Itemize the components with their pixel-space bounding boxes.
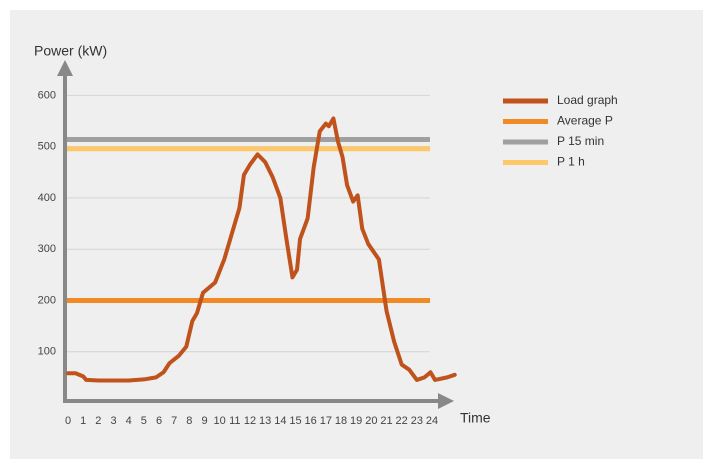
legend-label: P 1 h [557, 155, 585, 169]
x-tick-label: 14 [274, 415, 286, 427]
x-tick-label: 12 [244, 415, 256, 427]
x-tick-label: 23 [411, 415, 423, 427]
x-tick-label: 22 [396, 415, 408, 427]
x-tick-label: 18 [335, 415, 347, 427]
panel [10, 10, 703, 459]
x-tick-label: 0 [65, 415, 71, 427]
x-tick-label: 1 [80, 415, 86, 427]
legend-label: P 15 min [557, 134, 604, 148]
x-tick-label: 10 [214, 415, 226, 427]
y-tick-label: 600 [38, 89, 56, 101]
x-tick-label: 9 [201, 415, 207, 427]
x-tick-label: 15 [289, 415, 301, 427]
x-tick-label: 2 [95, 415, 101, 427]
y-axis-label: Power (kW) [34, 43, 107, 59]
x-tick-label: 3 [110, 415, 116, 427]
x-tick-label: 4 [126, 415, 132, 427]
y-tick-label: 500 [38, 141, 56, 153]
x-tick-label: 6 [156, 415, 162, 427]
x-tick-label: 8 [186, 415, 192, 427]
x-tick-label: 24 [426, 415, 438, 427]
x-tick-label: 5 [141, 415, 147, 427]
x-tick-label: 20 [365, 415, 377, 427]
y-arrow [57, 60, 73, 76]
x-tick-label: 13 [259, 415, 271, 427]
y-tick-label: 100 [38, 346, 56, 358]
x-tick-label: 19 [350, 415, 362, 427]
legend-label: Average P [557, 114, 613, 128]
y-tick-label: 400 [38, 192, 56, 204]
x-tick-label: 7 [171, 415, 177, 427]
x-arrow [438, 393, 454, 409]
x-tick-label: 21 [380, 415, 392, 427]
x-tick-label: 11 [229, 415, 240, 427]
legend-label: Load graph [557, 93, 618, 107]
load-line [66, 116, 457, 383]
x-axis-label: Time [460, 410, 491, 426]
x-tick-label: 16 [305, 415, 317, 427]
x-tick-label: 17 [320, 415, 332, 427]
y-tick-label: 300 [38, 243, 56, 255]
y-tick-label: 200 [38, 294, 56, 306]
